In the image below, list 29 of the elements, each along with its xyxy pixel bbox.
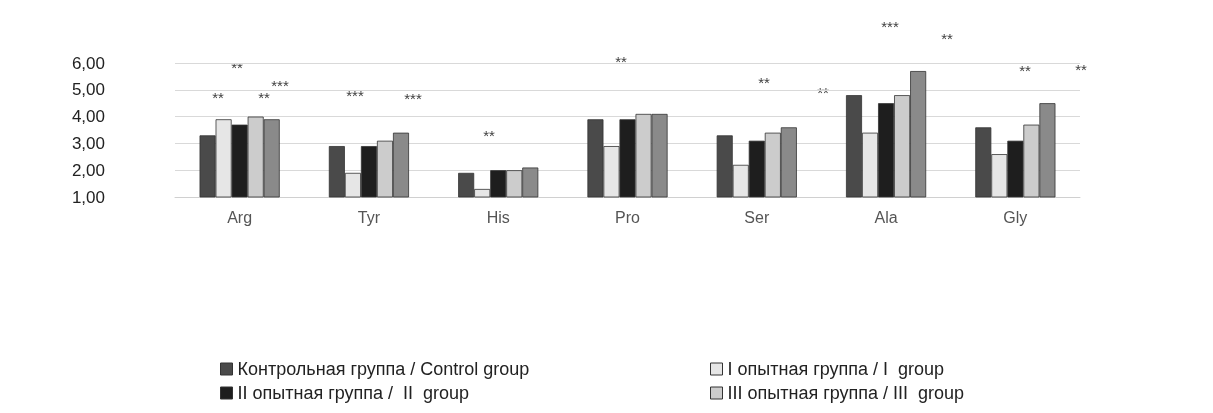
x-tick-label: His bbox=[486, 208, 510, 226]
annotation: *** bbox=[404, 89, 422, 107]
legend-label: Контрольная группа / Control group bbox=[237, 359, 530, 379]
x-tick-label: Arg bbox=[227, 208, 253, 226]
annotation: ** bbox=[212, 88, 224, 106]
y-tick-label: 2,00 bbox=[71, 160, 105, 180]
y-tick-label: 3,00 bbox=[71, 133, 105, 153]
annotation: ** bbox=[483, 126, 495, 144]
text: ** bbox=[941, 29, 953, 47]
annotation: ** bbox=[615, 52, 627, 70]
text: *** bbox=[881, 17, 899, 35]
x-tick-label: Pro bbox=[615, 208, 641, 226]
annotation: ** bbox=[1075, 60, 1087, 78]
annotation: ** bbox=[1019, 61, 1031, 79]
y-tick-label: 6,00 bbox=[71, 53, 105, 73]
x-tick-label: Ala bbox=[874, 208, 898, 226]
y-tick-label: 1,00 bbox=[71, 187, 105, 207]
y-tick-label: 5,00 bbox=[71, 80, 105, 100]
annotation: *** bbox=[271, 76, 289, 94]
x-tick-label: Ser bbox=[744, 208, 770, 226]
legend-label: III опытная группа / III group bbox=[727, 383, 965, 403]
annotation: *** bbox=[346, 86, 364, 104]
annotation: ** bbox=[758, 73, 770, 91]
x-tick-label: Tyr bbox=[357, 208, 381, 226]
annotation: ** bbox=[258, 88, 270, 106]
y-tick-label: 4,00 bbox=[71, 107, 105, 127]
legend-label: II опытная группа / II group bbox=[237, 383, 470, 403]
legend-label: I опытная группа / I group bbox=[727, 359, 945, 379]
x-tick-label: Gly bbox=[1003, 208, 1028, 226]
